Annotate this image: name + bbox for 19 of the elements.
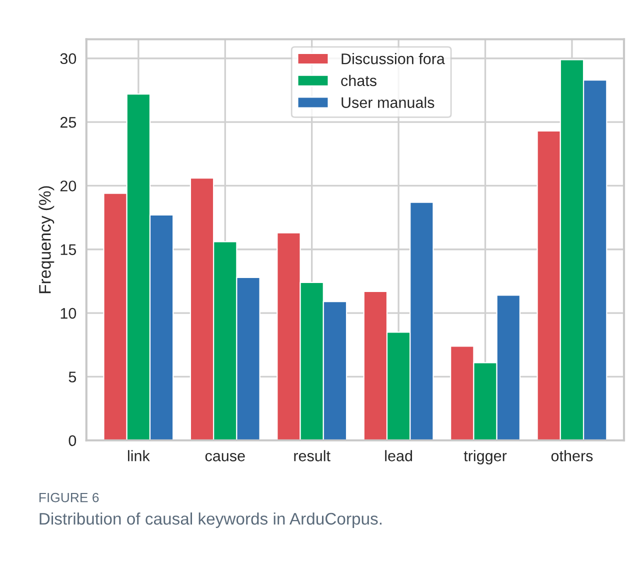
y-tick-label: 10	[60, 308, 76, 319]
y-tick-label: 20	[60, 180, 76, 192]
y-tick-label: 0	[68, 435, 76, 446]
legend-label: User manuals	[342, 96, 434, 108]
y-axis-title: Frequency (%)	[38, 186, 54, 294]
x-tick-label: result	[294, 450, 330, 462]
x-tick-label: cause	[205, 452, 245, 462]
legend-label: Discussion fora	[342, 53, 445, 64]
y-tick-label: 25	[60, 116, 76, 128]
x-tick-label: link	[128, 450, 150, 462]
caption: FIGURE 6	[39, 492, 99, 502]
text: Distribution of causal keywords in ArduCorpus.	[40, 512, 382, 528]
y-tick-label: 5	[68, 372, 76, 382]
x-tick-label: lead	[385, 450, 412, 462]
y-tick-label: 30	[60, 53, 76, 64]
legend-label: chats	[341, 74, 376, 86]
x-tick-label: trigger	[464, 450, 507, 464]
y-tick-label: 15	[60, 244, 76, 256]
x-tick-label: others	[551, 450, 593, 462]
